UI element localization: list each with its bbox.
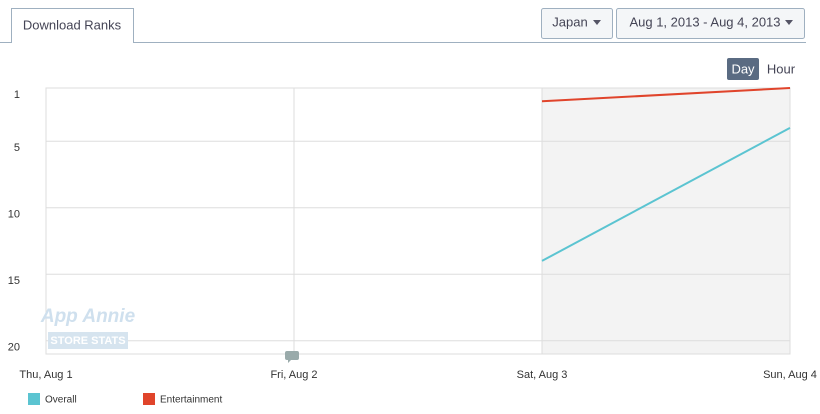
legend-label: Overall [45,395,77,406]
watermark-brand: App Annie [40,306,136,327]
country-label[interactable]: Japan [552,14,587,29]
caret [785,20,793,25]
shaded-region [542,88,790,354]
x-tick-label: Fri, Aug 2 [270,369,317,381]
watermark-box [48,332,128,349]
watermark-product: STORE STATS [50,335,125,347]
legend-swatch [143,393,155,405]
plot-border [45,87,791,355]
series-line [541,127,791,262]
y-tick-label: 15 [8,275,20,287]
tab-label[interactable]: Download Ranks [23,17,122,32]
hour-label[interactable]: Hour [767,61,796,76]
day-button[interactable] [727,58,759,80]
x-tick-label: Sat, Aug 3 [517,369,568,381]
y-tick-label: 5 [14,142,20,154]
legend-swatch [28,393,40,405]
comment-icon[interactable] [285,351,299,363]
day-label[interactable]: Day [731,61,755,76]
legend-label: Entertainment [160,395,222,406]
series-line [541,87,791,103]
y-tick-label: 20 [8,342,20,354]
y-tick-label: 10 [8,209,20,221]
x-tick-label: Sun, Aug 4 [763,369,817,381]
y-tick-label: 1 [14,89,20,101]
x-tick-label: Thu, Aug 1 [19,369,72,381]
country-button[interactable] [541,8,613,39]
caret [593,20,601,25]
date-button[interactable] [616,8,805,39]
date-label[interactable]: Aug 1, 2013 - Aug 4, 2013 [629,14,780,29]
